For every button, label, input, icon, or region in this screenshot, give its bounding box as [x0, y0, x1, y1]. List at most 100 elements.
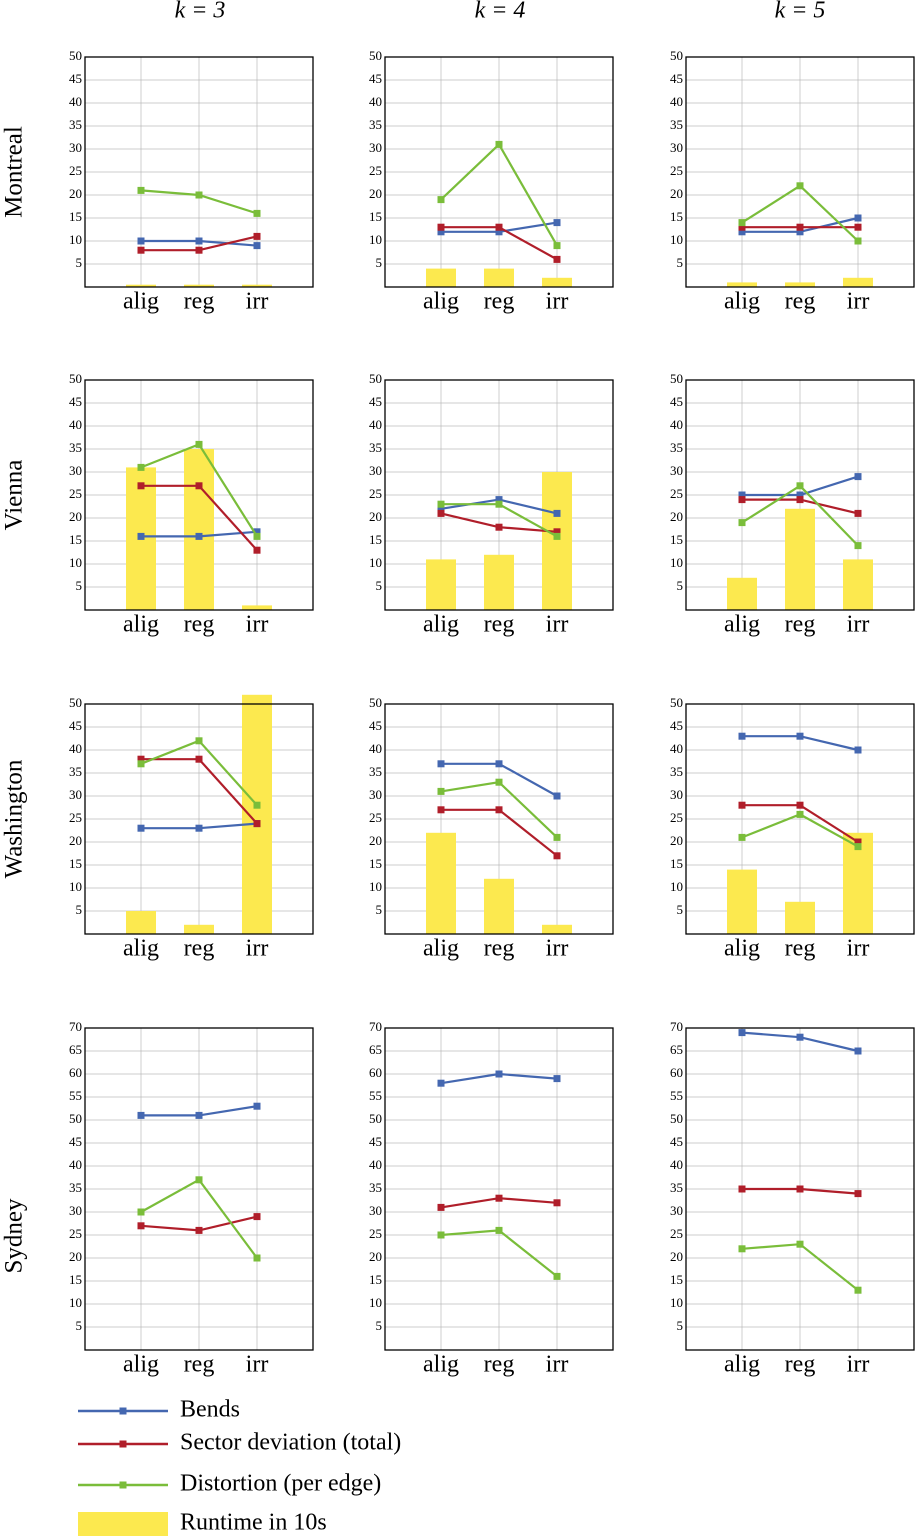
y-tick-label: 45 [670, 718, 683, 733]
marker [437, 806, 445, 814]
plot-frame [84, 56, 314, 288]
marker [253, 242, 261, 250]
bar [542, 277, 572, 287]
y-tick-label: 15 [369, 1272, 382, 1287]
marker [796, 491, 804, 499]
marker [796, 801, 804, 809]
y-tick-label: 15 [69, 1272, 82, 1287]
marker [137, 755, 145, 763]
marker [195, 755, 203, 763]
y-tick-label: 55 [69, 1088, 82, 1103]
plot-frame [685, 703, 915, 935]
y-tick-label: 30 [369, 140, 382, 155]
marker [738, 223, 746, 231]
marker [854, 1190, 862, 1198]
bar [785, 901, 815, 934]
marker [437, 505, 445, 513]
y-tick-label: 10 [369, 879, 382, 894]
y-tick-label: 5 [76, 578, 83, 593]
marker [796, 228, 804, 236]
y-tick-label: 50 [369, 48, 382, 63]
y-tick-label: 15 [69, 856, 82, 871]
y-tick-label: 10 [670, 232, 683, 247]
plot-frame [384, 56, 614, 288]
marker [195, 191, 203, 199]
y-tick-label: 35 [369, 440, 382, 455]
bar [785, 282, 815, 287]
y-tick-label: 25 [369, 810, 382, 825]
y-tick-label: 45 [670, 71, 683, 86]
bar [126, 284, 156, 287]
y-tick-label: 25 [670, 1226, 683, 1241]
marker [495, 523, 503, 531]
marker [553, 1075, 561, 1083]
marker [137, 1222, 145, 1230]
x-tick-label: reg [484, 289, 515, 315]
y-tick-label: 20 [670, 186, 683, 201]
marker [738, 228, 746, 236]
plot-frame [685, 56, 915, 288]
y-tick-label: 45 [670, 394, 683, 409]
y-tick-label: 50 [670, 371, 683, 386]
row-title: Washington [1, 759, 28, 878]
marker [195, 440, 203, 448]
marker [553, 852, 561, 860]
marker [495, 1226, 503, 1234]
y-tick-label: 50 [670, 48, 683, 63]
y-tick-label: 10 [670, 555, 683, 570]
marker [253, 1102, 261, 1110]
marker [137, 482, 145, 490]
marker [796, 1185, 804, 1193]
y-tick-label: 40 [670, 1157, 683, 1172]
x-tick-label: alig [423, 936, 459, 962]
y-tick-label: 30 [69, 463, 82, 478]
y-tick-label: 5 [677, 1318, 684, 1333]
column-title: k = 4 [475, 0, 526, 24]
y-tick-label: 65 [369, 1042, 382, 1057]
y-tick-label: 5 [677, 902, 684, 917]
marker [738, 833, 746, 841]
x-tick-label: reg [785, 612, 816, 638]
y-tick-label: 40 [69, 1157, 82, 1172]
y-tick-label: 45 [670, 1134, 683, 1149]
y-tick-label: 40 [670, 417, 683, 432]
y-tick-label: 35 [69, 1180, 82, 1195]
row-title: Sydney [1, 1198, 28, 1274]
y-tick-label: 60 [369, 1065, 382, 1080]
y-tick-label: 5 [76, 255, 83, 270]
marker [437, 509, 445, 517]
legend-label: Distortion (per edge) [180, 1471, 381, 1497]
y-tick-label: 45 [369, 1134, 382, 1149]
marker [738, 219, 746, 227]
marker [137, 186, 145, 194]
x-tick-label: alig [123, 936, 159, 962]
bar [484, 268, 514, 287]
marker [137, 246, 145, 254]
y-tick-label: 25 [69, 810, 82, 825]
bar [126, 911, 156, 934]
y-tick-label: 50 [369, 371, 382, 386]
y-tick-label: 60 [69, 1065, 82, 1080]
y-tick-label: 15 [670, 1272, 683, 1287]
y-tick-label: 50 [670, 1111, 683, 1126]
bar [484, 878, 514, 934]
marker [854, 843, 862, 851]
y-tick-label: 30 [670, 463, 683, 478]
y-tick-label: 25 [69, 163, 82, 178]
bar [242, 694, 272, 934]
plot-frame [384, 379, 614, 611]
bar [843, 559, 873, 610]
y-tick-label: 40 [69, 741, 82, 756]
plot-frame [685, 379, 915, 611]
marker [553, 1199, 561, 1207]
x-tick-label: reg [184, 612, 215, 638]
y-tick-label: 10 [69, 1295, 82, 1310]
marker [495, 223, 503, 231]
y-tick-label: 5 [376, 255, 383, 270]
x-tick-label: alig [123, 612, 159, 638]
marker [437, 228, 445, 236]
x-tick-label: reg [785, 936, 816, 962]
marker [437, 760, 445, 768]
y-tick-label: 15 [369, 209, 382, 224]
